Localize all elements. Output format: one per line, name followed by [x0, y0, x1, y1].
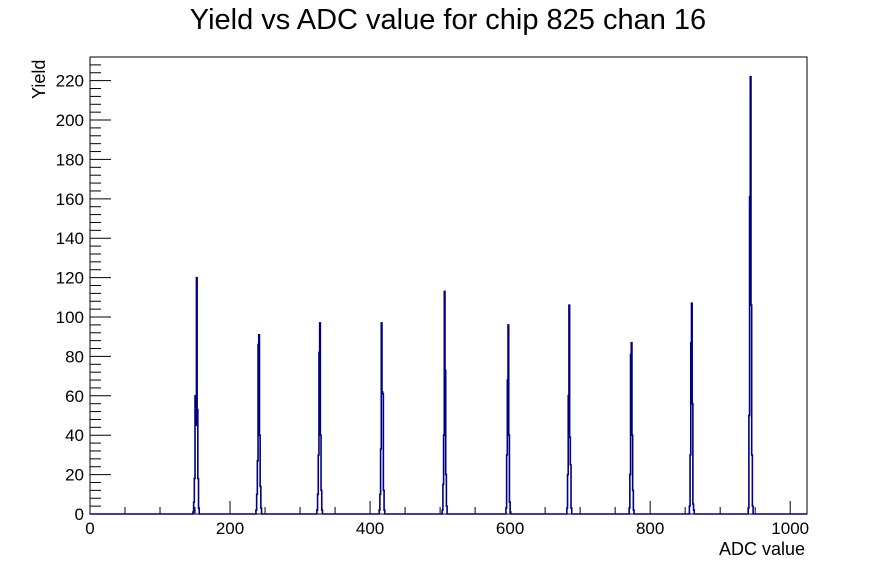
y-tick-label: 220: [56, 72, 84, 91]
y-tick-label: 100: [56, 308, 84, 327]
y-tick-label: 0: [75, 505, 84, 524]
y-axis-label: Yield: [29, 60, 49, 99]
chart-title: Yield vs ADC value for chip 825 chan 16: [190, 4, 706, 36]
y-tick-label: 20: [65, 466, 84, 485]
y-tick-label: 160: [56, 190, 84, 209]
histogram-series-line: [90, 75, 807, 515]
y-tick-label: 40: [65, 426, 84, 445]
x-tick-label: 800: [636, 519, 664, 538]
y-tick-label: 140: [56, 229, 84, 248]
x-tick-label: 600: [496, 519, 524, 538]
x-tick-label: 1000: [771, 519, 809, 538]
x-tick-label: 0: [85, 519, 94, 538]
y-tick-label: 60: [65, 387, 84, 406]
x-tick-label: 400: [356, 519, 384, 538]
x-tick-label: 200: [216, 519, 244, 538]
y-tick-label: 200: [56, 111, 84, 130]
x-axis-label: ADC value: [719, 539, 805, 559]
y-tick-label: 80: [65, 347, 84, 366]
y-tick-label: 180: [56, 150, 84, 169]
axis-tick-labels: 0 200 400 600 800 1000 0 20 40 60 80 100 120 140 160 18…: [56, 72, 809, 538]
y-tick-label: 120: [56, 269, 84, 288]
